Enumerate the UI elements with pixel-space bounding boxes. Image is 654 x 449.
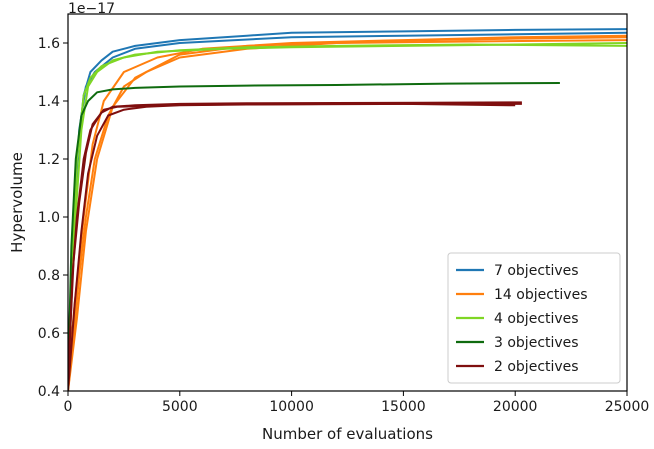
series-line-14-objectives-run-3 bbox=[68, 39, 627, 391]
x-axis-label: Number of evaluations bbox=[262, 425, 433, 443]
axes-frame bbox=[67, 13, 628, 392]
legend-label: 14 objectives bbox=[494, 287, 588, 303]
x-axis-ticks: 0 5000 10000 15000 20000 25000 bbox=[64, 391, 650, 415]
series-line-4-objectives-run-2 bbox=[68, 43, 627, 377]
legend-box bbox=[447, 252, 621, 384]
y-tick-label: 1.0 bbox=[38, 210, 60, 226]
series-line-2-objectives-run-3 bbox=[68, 102, 516, 377]
y-tick-label: 0.8 bbox=[38, 268, 60, 284]
y-axis-label: Hypervolume bbox=[8, 152, 26, 253]
x-tick-label: 25000 bbox=[605, 399, 650, 415]
x-tick-label: 5000 bbox=[162, 399, 198, 415]
x-tick-label: 10000 bbox=[269, 399, 314, 415]
y-tick-label: 1.2 bbox=[38, 152, 60, 168]
y-tick-label: 1.4 bbox=[38, 94, 60, 110]
series-line-3-objectives-run-1 bbox=[68, 82, 560, 386]
y-tick-label: 0.6 bbox=[38, 326, 60, 342]
y-tick-label: 1.6 bbox=[38, 36, 60, 52]
legend-label: 3 objectives bbox=[494, 335, 579, 351]
legend: 7 objectives 14 objectives 4 objectives 3 o… bbox=[447, 252, 621, 384]
legend-label: 4 objectives bbox=[494, 311, 579, 327]
x-tick-label: 0 bbox=[64, 399, 73, 415]
x-tick-label: 15000 bbox=[381, 399, 426, 415]
y-scale-label: 1e−17 bbox=[68, 1, 115, 17]
legend-label: 2 objectives bbox=[494, 359, 579, 375]
y-axis-ticks: 0.4 0.6 0.8 1.0 1.2 1.4 1.6 bbox=[38, 36, 68, 400]
x-tick-label: 20000 bbox=[493, 399, 538, 415]
series-lines bbox=[68, 28, 627, 391]
legend-label: 7 objectives bbox=[494, 263, 579, 279]
y-tick-label: 0.4 bbox=[38, 384, 60, 400]
